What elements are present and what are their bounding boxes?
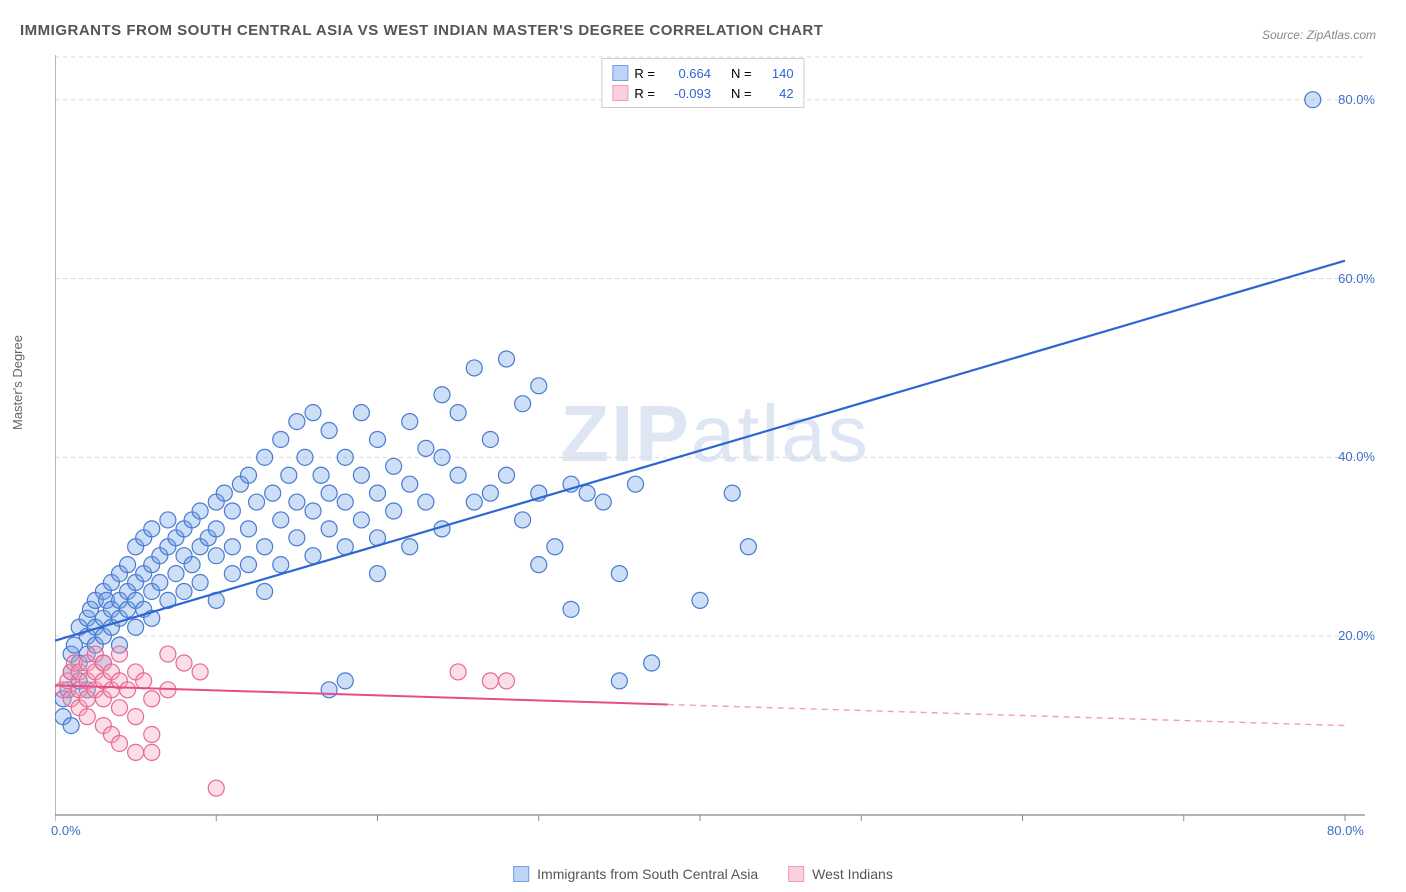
x-tick-label: 80.0%	[1327, 823, 1364, 838]
legend-r-value-1: -0.093	[661, 86, 711, 101]
x-tick-label: 0.0%	[51, 823, 81, 838]
legend-swatch-series-0	[513, 866, 529, 882]
legend-r-label: R =	[634, 86, 655, 101]
legend-swatch-series-1	[788, 866, 804, 882]
chart-area: ZIPatlas 20.0%40.0%60.0%80.0%0.0%80.0%	[55, 55, 1375, 845]
y-tick-label: 20.0%	[1338, 628, 1375, 643]
legend-label-series-0: Immigrants from South Central Asia	[537, 866, 758, 882]
y-tick-label: 60.0%	[1338, 271, 1375, 286]
chart-title: IMMIGRANTS FROM SOUTH CENTRAL ASIA VS WE…	[20, 22, 823, 39]
legend-series: Immigrants from South Central Asia West …	[513, 866, 893, 882]
y-axis-label: Master's Degree	[10, 335, 25, 430]
legend-n-label: N =	[731, 86, 752, 101]
y-tick-label: 40.0%	[1338, 449, 1375, 464]
legend-n-value-1: 42	[758, 86, 794, 101]
legend-n-label: N =	[731, 66, 752, 81]
legend-swatch-series-1	[612, 85, 628, 101]
legend-n-value-0: 140	[758, 66, 794, 81]
legend-swatch-series-0	[612, 65, 628, 81]
scatter-plot	[55, 55, 1375, 845]
source-attribution: Source: ZipAtlas.com	[1262, 28, 1376, 42]
legend-correlation: R = 0.664 N = 140 R = -0.093 N = 42	[601, 58, 804, 108]
legend-r-value-0: 0.664	[661, 66, 711, 81]
legend-label-series-1: West Indians	[812, 866, 893, 882]
legend-r-label: R =	[634, 66, 655, 81]
y-tick-label: 80.0%	[1338, 92, 1375, 107]
